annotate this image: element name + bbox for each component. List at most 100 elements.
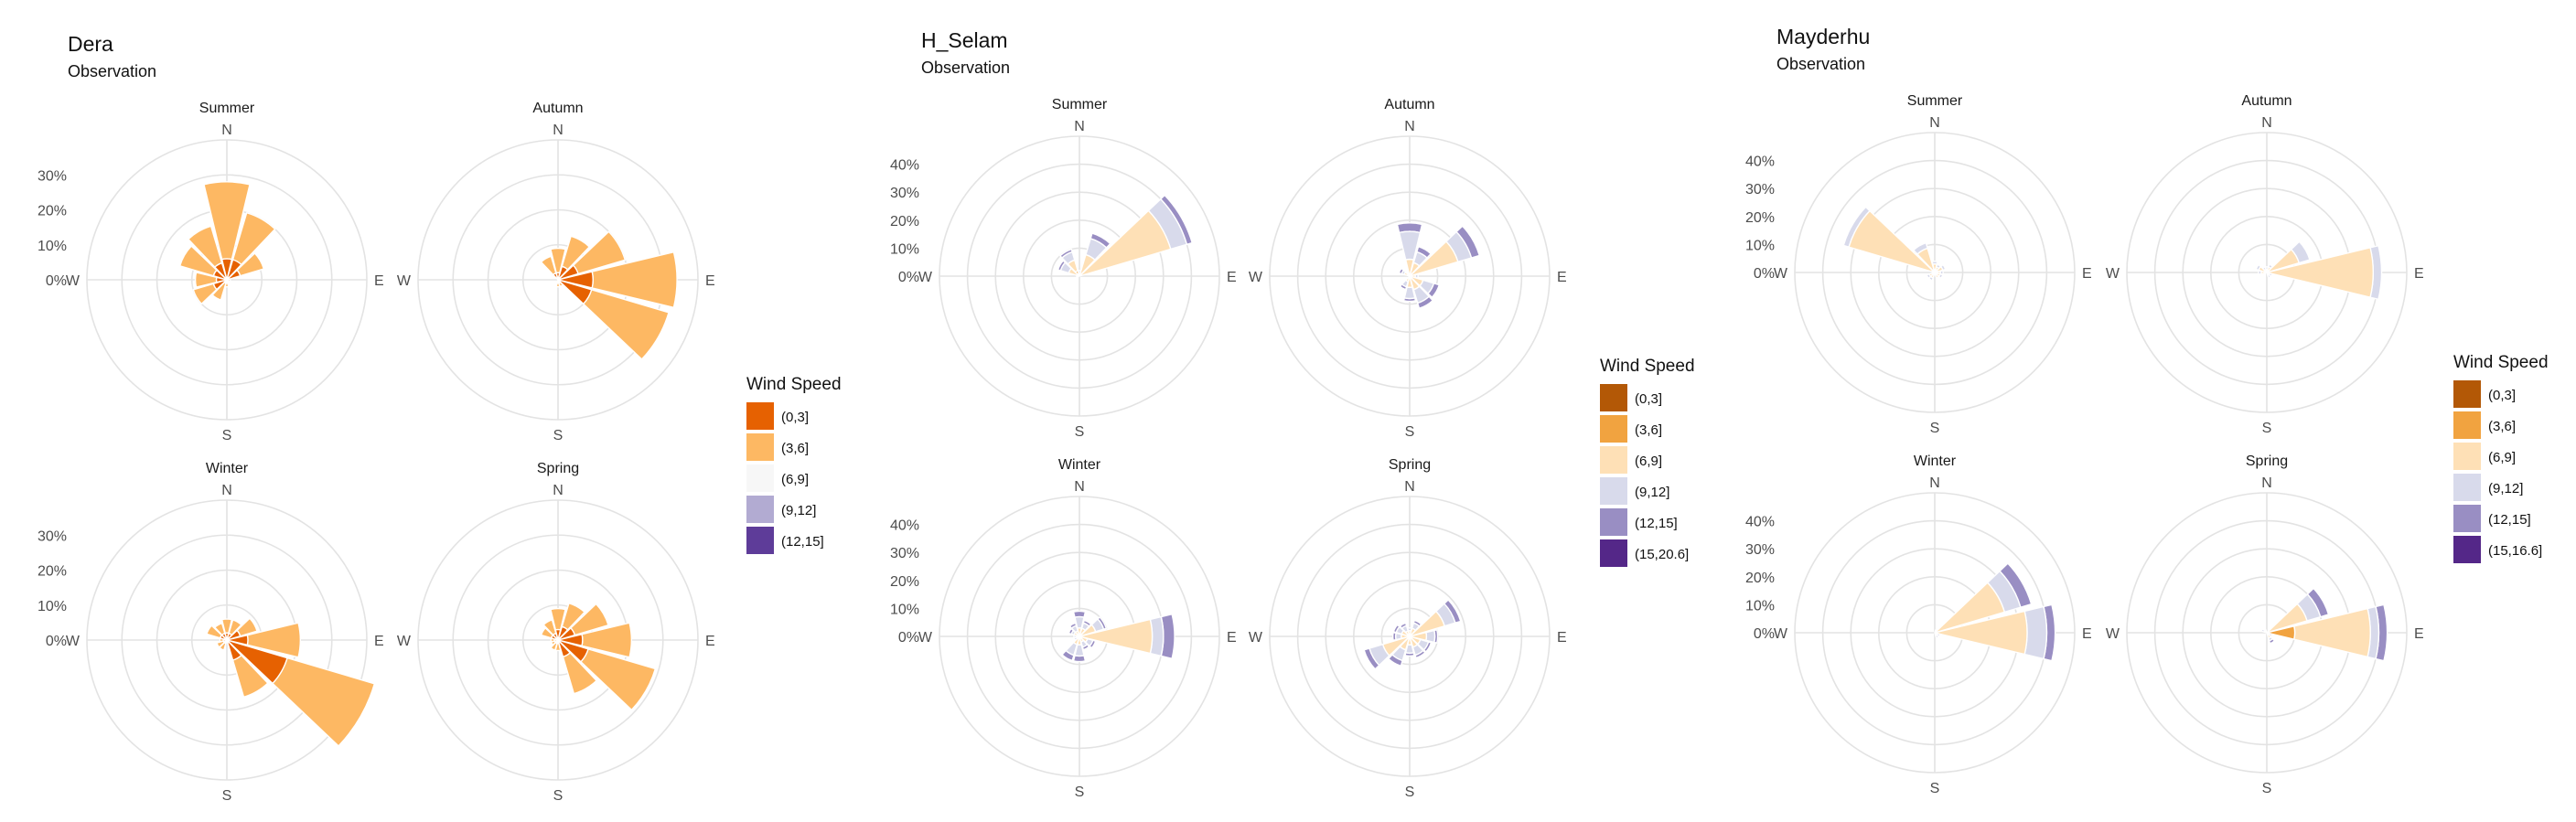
mayderhu-summer-panel-label: Summer xyxy=(1907,93,1963,109)
dera-legend-label: (0,3] xyxy=(781,410,809,425)
h-selam-summer-sector-270-bin-2 xyxy=(1076,274,1080,278)
dera-legend-title: Wind Speed xyxy=(746,375,842,394)
h-selam-spring-compass-w: W xyxy=(1249,630,1263,646)
mayderhu-summer-radial-tick: 20% xyxy=(1745,210,1775,226)
dera-summer-sector-60-bin-0 xyxy=(226,269,242,281)
dera-legend-label: (6,9] xyxy=(781,472,809,487)
mayderhu-legend-label: (3,6] xyxy=(2488,419,2516,434)
dera-summer-sector-240-bin-0 xyxy=(212,279,228,291)
h-selam-legend-swatch xyxy=(1600,508,1627,536)
h-selam-autumn-compass-e: E xyxy=(1557,270,1567,285)
dera-legend-label: (3,6] xyxy=(781,441,809,456)
mayderhu-summer-radial-tick: 10% xyxy=(1745,238,1775,253)
dera-spring-sector-150-bin-0 xyxy=(557,639,572,658)
mayderhu-spring-sector-150-bin-2 xyxy=(2266,632,2272,639)
h-selam-winter-sector-330-bin-2 xyxy=(1074,630,1080,637)
h-selam-summer-sector-60-bin-2 xyxy=(1079,209,1172,277)
dera-winter-compass-w: W xyxy=(66,634,80,649)
h-selam-legend-title: Wind Speed xyxy=(1600,357,1695,376)
dera-spring-compass-e: E xyxy=(705,634,715,649)
dera-winter-compass-s: S xyxy=(222,788,232,804)
mayderhu-spring-sector-90-bin-1 xyxy=(2266,625,2296,640)
dera-autumn-sector-180-bin-0 xyxy=(556,279,560,284)
dera-autumn-sector-90-bin-0 xyxy=(557,271,594,289)
h-selam-legend-label: (9,12] xyxy=(1635,485,1669,500)
mayderhu-summer-radial-tick: 40% xyxy=(1745,155,1775,170)
mayderhu-winter-radial-tick: 30% xyxy=(1745,542,1775,558)
dera-title: Dera xyxy=(68,32,113,56)
dera-winter-radial-tick: 20% xyxy=(38,564,67,580)
dera-winter-radial-tick: 30% xyxy=(38,528,67,544)
h-selam-autumn-compass-w: W xyxy=(1249,270,1263,285)
mayderhu-summer-sector-240-bin-1 xyxy=(1931,272,1936,276)
dera-winter-compass-n: N xyxy=(221,483,232,498)
mayderhu-winter-radial-tick: 40% xyxy=(1745,515,1775,530)
h-selam-summer-compass-n: N xyxy=(1074,119,1085,134)
mayderhu-spring-compass-w: W xyxy=(2106,626,2120,642)
h-selam-winter-compass-s: S xyxy=(1075,785,1085,800)
mayderhu-legend-swatch xyxy=(2453,505,2481,532)
dera-autumn-panel-label: Autumn xyxy=(532,101,583,116)
mayderhu-summer-compass-e: E xyxy=(2082,266,2092,282)
mayderhu-legend-swatch xyxy=(2453,536,2481,563)
dera-autumn-compass-n: N xyxy=(553,123,564,138)
dera-winter-sector-90-bin-0 xyxy=(226,634,249,646)
dera-spring-sector-90-bin-0 xyxy=(557,633,584,647)
mayderhu-summer-compass-s: S xyxy=(1930,421,1940,436)
h-selam-legend-label: (6,9] xyxy=(1635,454,1662,469)
h-selam-autumn-compass-s: S xyxy=(1405,424,1415,440)
dera-spring-sector-30-bin-0 xyxy=(557,625,569,641)
h-selam-autumn-sector-60-bin-2 xyxy=(1409,240,1459,277)
h-selam-spring-sector-210-bin-2 xyxy=(1399,635,1411,651)
dera-winter-radial-tick: 0% xyxy=(46,634,67,649)
mayderhu-winter-radial-tick: 20% xyxy=(1745,571,1775,586)
h-selam-spring-sector-90-bin-2 xyxy=(1409,631,1428,642)
mayderhu-summer-sector-150-bin-1 xyxy=(1934,272,1938,276)
dera-summer-sector-0-bin-0 xyxy=(220,258,233,281)
dera-summer-sector-30-bin-0 xyxy=(226,259,242,281)
dera-spring-panel-label: Spring xyxy=(537,461,579,476)
dera-legend-label: (12,15] xyxy=(781,534,824,550)
h-selam-winter-radial-tick: 10% xyxy=(890,602,919,617)
mayderhu-autumn-compass-e: E xyxy=(2414,266,2424,282)
dera-subtitle: Observation xyxy=(68,62,156,80)
mayderhu-spring-sector-330-bin-2 xyxy=(2263,629,2268,634)
dera-winter-sector-120-bin-0 xyxy=(226,639,288,685)
mayderhu-spring-sector-60-bin-2 xyxy=(2266,603,2308,634)
h-selam-autumn-sector-120-bin-2 xyxy=(1409,275,1424,287)
dera-autumn-compass-w: W xyxy=(397,273,412,289)
h-selam-winter-radial-tick: 40% xyxy=(890,518,919,534)
h-selam-winter-radial-tick: 0% xyxy=(898,630,919,646)
h-selam-spring-compass-e: E xyxy=(1557,630,1567,646)
mayderhu-winter-compass-s: S xyxy=(1930,781,1940,796)
h-selam-spring-sector-90-bin-3 xyxy=(1425,629,1436,644)
dera-spring-compass-w: W xyxy=(397,634,412,649)
dera-autumn-sector-330-bin-0 xyxy=(552,272,559,281)
h-selam-autumn-sector-150-bin-2 xyxy=(1409,275,1421,291)
h-selam-summer-radial-tick: 20% xyxy=(890,214,919,230)
h-selam-legend-swatch xyxy=(1600,384,1627,411)
dera-legend-label: (9,12] xyxy=(781,503,816,518)
dera-summer-radial-tick: 20% xyxy=(38,204,67,219)
mayderhu-winter-sector-30-bin-2 xyxy=(1934,629,1938,634)
h-selam-summer-compass-e: E xyxy=(1227,270,1237,285)
h-selam-winter-radial-tick: 20% xyxy=(890,574,919,590)
dera-legend-swatch xyxy=(746,496,774,523)
h-selam-legend-label: (12,15] xyxy=(1635,516,1678,531)
mayderhu-winter-sector-150-bin-2 xyxy=(1934,632,1938,636)
h-selam-legend-swatch xyxy=(1600,415,1627,443)
mayderhu-spring-compass-e: E xyxy=(2414,626,2424,642)
mayderhu-winter-radial-tick: 10% xyxy=(1745,598,1775,614)
mayderhu-legend-label: (12,15] xyxy=(2488,512,2531,528)
dera-winter-sector-120-bin-1 xyxy=(271,657,376,747)
h-selam-winter-compass-n: N xyxy=(1074,479,1085,495)
mayderhu-spring-compass-n: N xyxy=(2261,475,2272,491)
mayderhu-summer-sector-300-bin-2 xyxy=(1848,209,1934,273)
dera-winter-sector-150-bin-0 xyxy=(226,639,242,661)
mayderhu-legend-title: Wind Speed xyxy=(2453,353,2549,372)
h-selam-winter-sector-60-bin-2 xyxy=(1079,624,1097,637)
h-selam-spring-compass-s: S xyxy=(1405,785,1415,800)
mayderhu-autumn-compass-n: N xyxy=(2261,115,2272,131)
h-selam-winter-radial-tick: 30% xyxy=(890,546,919,561)
